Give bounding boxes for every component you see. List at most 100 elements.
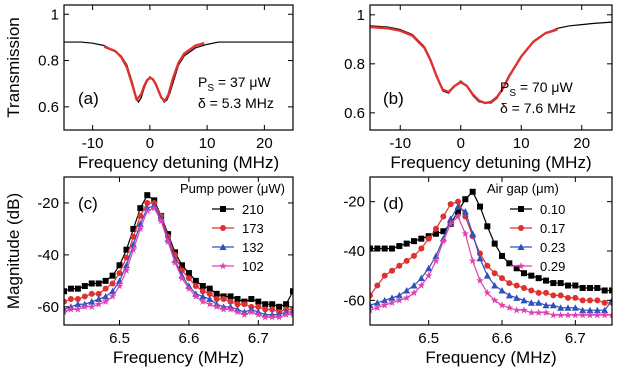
data-point xyxy=(484,223,491,230)
data-point xyxy=(462,196,469,203)
data-point xyxy=(410,282,418,289)
data-point xyxy=(234,296,241,303)
panel-label: (a) xyxy=(78,89,99,108)
data-point xyxy=(67,296,74,303)
data-point xyxy=(373,299,381,306)
data-point xyxy=(144,199,151,206)
data-point xyxy=(411,252,417,259)
data-point xyxy=(283,301,290,308)
data-point xyxy=(579,297,586,304)
legend-title: Air gap (μm) xyxy=(487,181,559,196)
plot-frame xyxy=(63,4,294,131)
x-tick-label: 6.5 xyxy=(109,330,130,347)
plot-frame xyxy=(369,176,613,326)
data-point xyxy=(432,256,440,265)
data-point xyxy=(571,311,580,319)
data-point xyxy=(542,301,550,309)
y-tick-label: -20 xyxy=(343,194,365,211)
y-tick-label: -60 xyxy=(37,299,59,316)
series-line-102 xyxy=(64,207,293,318)
data-point xyxy=(185,275,192,282)
y-tick-label: 0.6 xyxy=(344,105,365,122)
data-point xyxy=(417,281,426,289)
data-point xyxy=(374,282,381,289)
annotation-detuning: δ = 5.3 MHz xyxy=(198,95,274,111)
data-point xyxy=(87,302,96,311)
data-point xyxy=(282,310,290,318)
series-line-0.10 xyxy=(370,191,612,292)
data-point xyxy=(144,192,151,199)
data-point xyxy=(123,246,130,253)
data-point xyxy=(499,275,505,282)
data-point xyxy=(572,294,579,301)
data-point xyxy=(403,257,410,264)
data-point xyxy=(491,240,498,247)
data-point xyxy=(205,300,214,308)
data-point xyxy=(116,270,123,277)
x-tick-label: 6.6 xyxy=(178,330,199,347)
data-point xyxy=(490,296,499,304)
data-point xyxy=(505,303,514,311)
data-point xyxy=(262,301,269,308)
data-point xyxy=(600,311,609,319)
data-point xyxy=(506,260,513,267)
legend-entry-102: 102 xyxy=(212,259,264,274)
x-tick-label: 6.7 xyxy=(248,330,269,347)
data-point xyxy=(268,313,276,321)
y-tick-label: -20 xyxy=(37,195,59,212)
data-point xyxy=(403,286,411,294)
data-point xyxy=(192,292,200,300)
legend: Air gap (μm) 0.10 0.17 0.23 0.29 xyxy=(487,181,565,274)
data-point xyxy=(64,308,68,316)
data-point xyxy=(247,308,256,316)
series-line-fit xyxy=(103,42,205,103)
data-point xyxy=(520,296,528,304)
data-point xyxy=(476,254,484,262)
data-point xyxy=(402,293,411,302)
data-point xyxy=(88,290,95,297)
data-point xyxy=(74,296,81,303)
data-point xyxy=(122,266,131,274)
data-point xyxy=(417,274,425,282)
data-point xyxy=(67,285,74,292)
data-point xyxy=(370,245,373,252)
data-point xyxy=(178,274,186,282)
data-point xyxy=(579,285,586,291)
data-point xyxy=(549,311,558,319)
data-point xyxy=(543,289,549,296)
data-point xyxy=(255,298,262,305)
legend-label: 0.29 xyxy=(540,259,565,274)
data-point xyxy=(248,296,255,303)
data-point xyxy=(586,306,594,314)
data-point xyxy=(137,205,144,212)
y-axis-label: Transmission xyxy=(4,17,23,117)
data-point xyxy=(550,292,557,299)
data-point xyxy=(396,243,403,250)
data-point xyxy=(587,297,593,304)
data-point xyxy=(587,285,593,291)
x-axis-label: Frequency (MHz) xyxy=(113,348,244,367)
legend-marker xyxy=(518,225,524,231)
data-point xyxy=(468,256,477,265)
series-line-fit xyxy=(370,25,558,105)
data-point xyxy=(130,225,137,232)
data-point xyxy=(185,284,193,292)
data-point xyxy=(95,280,102,287)
y-axis-label: Magnitude (dB) xyxy=(4,193,23,309)
data-point xyxy=(455,198,461,205)
data-point xyxy=(601,306,609,314)
data-point xyxy=(206,285,213,292)
data-point xyxy=(557,280,564,287)
data-point xyxy=(199,283,206,290)
data-point xyxy=(608,311,612,319)
data-point xyxy=(380,301,389,309)
legend-entry-132: 132 xyxy=(212,240,264,255)
legend-label: 210 xyxy=(242,202,264,217)
data-point xyxy=(439,237,448,245)
data-point xyxy=(565,294,571,301)
data-point xyxy=(455,208,461,215)
legend-entry-0.10: 0.10 xyxy=(510,202,565,217)
data-point xyxy=(102,292,110,300)
data-point xyxy=(550,280,557,287)
data-point xyxy=(578,311,587,319)
